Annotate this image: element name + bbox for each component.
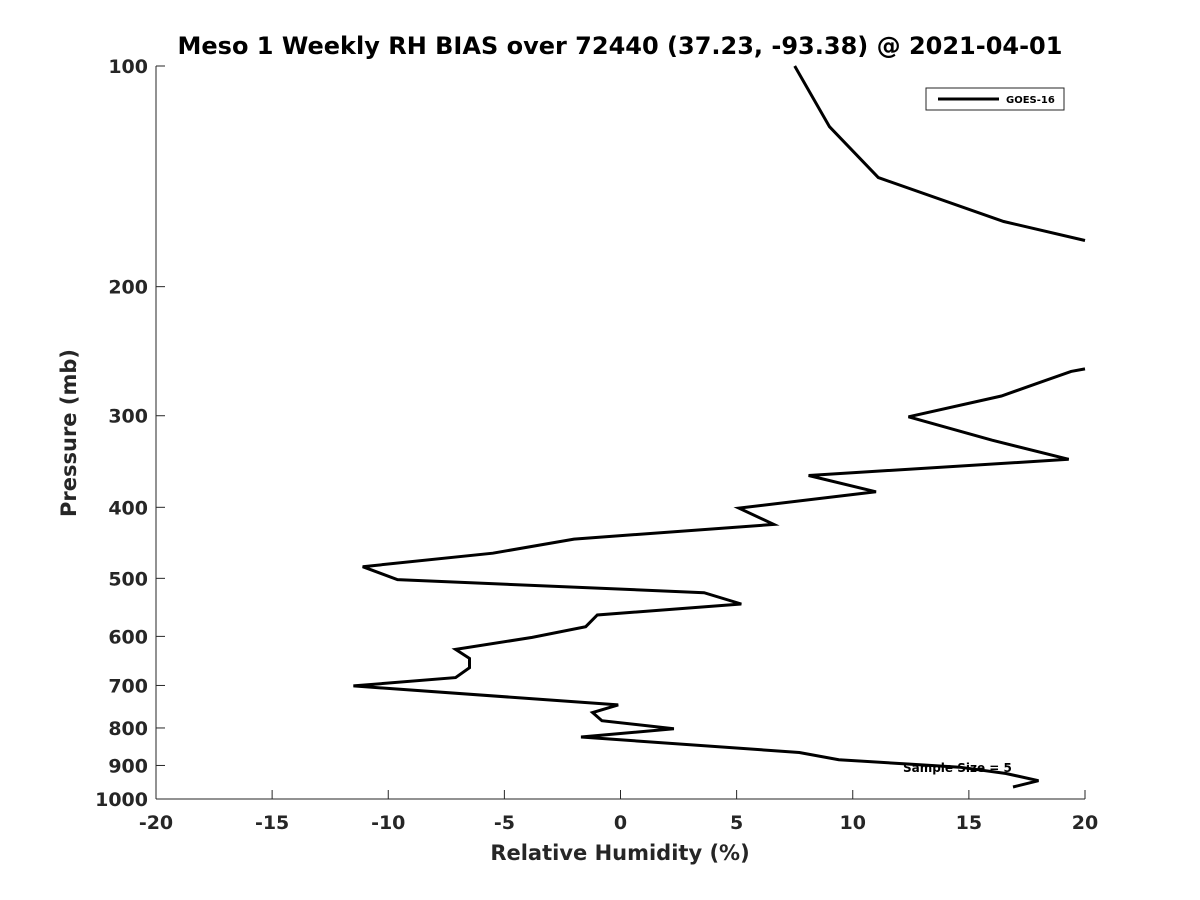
series-layer xyxy=(353,65,1086,789)
y-tick-label: 100 xyxy=(108,56,148,78)
x-axis-label: Relative Humidity (%) xyxy=(490,841,749,865)
y-axis: 100 200 300 400 500 600 700 800 900 1000 xyxy=(95,56,165,811)
x-tick-label: 15 xyxy=(956,812,982,834)
x-tick-label: -15 xyxy=(255,812,289,834)
y-tick-label: 900 xyxy=(108,755,148,777)
series-line-segment-2 xyxy=(353,367,1086,789)
y-tick-label: 600 xyxy=(108,626,148,648)
chart-title: Meso 1 Weekly RH BIAS over 72440 (37.23,… xyxy=(178,32,1063,60)
y-tick-label: 500 xyxy=(108,568,148,590)
legend: GOES-16 xyxy=(925,87,1065,111)
x-tick-label: 5 xyxy=(730,812,743,834)
x-tick-label: 10 xyxy=(840,812,866,834)
x-axis: -20 -15 -10 -5 0 5 10 15 20 xyxy=(139,790,1098,834)
y-tick-label: 800 xyxy=(108,718,148,740)
y-axis-label: Pressure (mb) xyxy=(57,349,81,517)
series-line-segment-1 xyxy=(793,65,1086,242)
x-tick-label: 20 xyxy=(1072,812,1098,834)
x-tick-label: -20 xyxy=(139,812,173,834)
annotation-layer: Sample Size = 5 xyxy=(903,761,1012,775)
y-tick-label: 1000 xyxy=(95,789,148,811)
x-tick-label: -10 xyxy=(371,812,405,834)
x-tick-label: 0 xyxy=(614,812,627,834)
sample-size-annotation: Sample Size = 5 xyxy=(903,761,1012,775)
legend-label: GOES-16 xyxy=(1006,95,1055,106)
x-tick-label: -5 xyxy=(494,812,515,834)
y-tick-label: 200 xyxy=(108,277,148,299)
y-tick-label: 300 xyxy=(108,406,148,428)
y-tick-label: 700 xyxy=(108,675,148,697)
y-tick-label: 400 xyxy=(108,497,148,519)
